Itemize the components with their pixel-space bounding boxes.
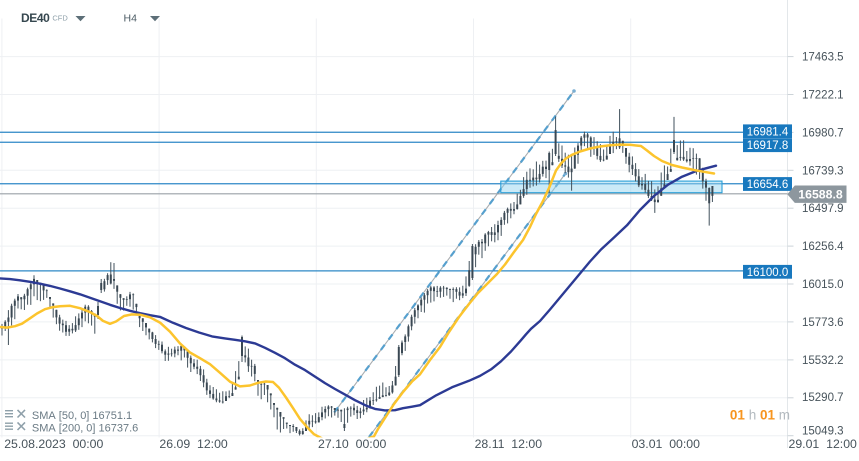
- svg-text:DE40: DE40: [21, 11, 50, 25]
- svg-text:16015.0: 16015.0: [802, 279, 844, 291]
- svg-text:15773.6: 15773.6: [802, 317, 844, 329]
- svg-text:26.09 12:00: 26.09 12:00: [159, 437, 228, 451]
- svg-text:16739.3: 16739.3: [802, 165, 844, 177]
- svg-text:17463.5: 17463.5: [802, 52, 844, 64]
- svg-text:16980.7: 16980.7: [802, 127, 844, 139]
- svg-text:SMA [200, 0] 16737.6: SMA [200, 0] 16737.6: [32, 423, 138, 435]
- svg-text:15532.2: 15532.2: [802, 355, 844, 367]
- svg-text:27.10 00:00: 27.10 00:00: [318, 437, 387, 451]
- svg-text:15049.3: 15049.3: [802, 426, 844, 438]
- svg-text:25.08.2023 00:00: 25.08.2023 00:00: [4, 437, 103, 451]
- svg-text:03.01 00:00: 03.01 00:00: [632, 437, 701, 451]
- svg-text:16256.4: 16256.4: [802, 241, 844, 253]
- svg-text:CFD: CFD: [52, 14, 68, 23]
- svg-text:15290.7: 15290.7: [802, 392, 844, 404]
- svg-text:SMA [50, 0] 16751.1: SMA [50, 0] 16751.1: [32, 410, 132, 422]
- svg-text:17222.1: 17222.1: [802, 90, 844, 102]
- svg-text:16917.8: 16917.8: [747, 140, 789, 152]
- svg-text:29.01 12:00: 29.01 12:00: [789, 437, 858, 451]
- svg-text:16654.6: 16654.6: [747, 179, 789, 191]
- svg-text:28.11 12:00: 28.11 12:00: [475, 437, 543, 451]
- svg-text:16497.9: 16497.9: [802, 203, 844, 215]
- svg-text:H4: H4: [124, 12, 138, 24]
- svg-text:01 h 01 m: 01 h 01 m: [730, 408, 790, 423]
- svg-text:16100.0: 16100.0: [747, 267, 789, 279]
- svg-text:16588.8: 16588.8: [798, 188, 843, 202]
- svg-text:16981.4: 16981.4: [747, 126, 789, 138]
